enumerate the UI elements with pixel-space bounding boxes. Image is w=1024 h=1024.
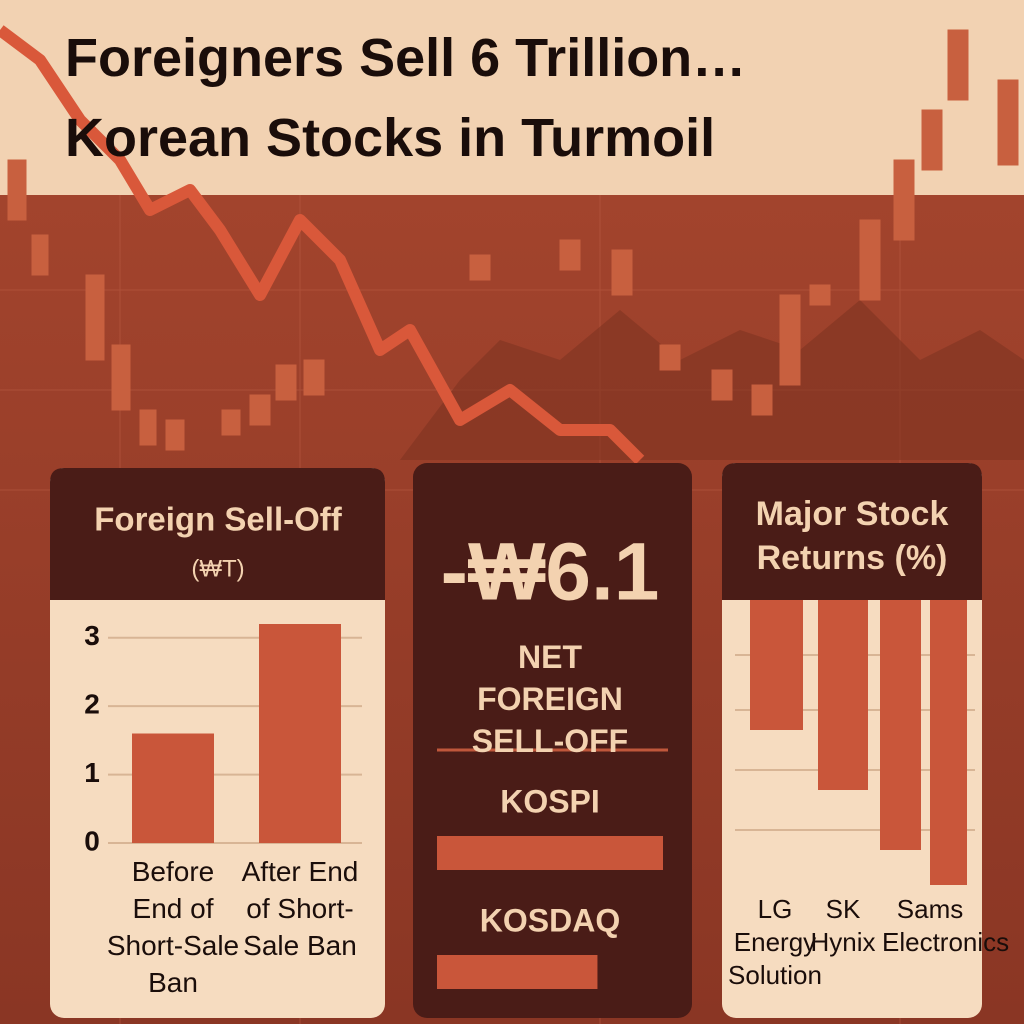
panel-middle — [413, 463, 692, 1018]
bar — [818, 600, 868, 790]
category-label: KOSPI — [500, 783, 600, 819]
bar — [259, 624, 341, 843]
y-tick-label: 0 — [84, 825, 100, 856]
bar — [750, 600, 803, 730]
x-tick-label: LG Energy Solution — [728, 894, 822, 990]
x-tick-label: SK Hynix — [810, 894, 876, 957]
panel-subtitle: (₩T) — [191, 555, 244, 582]
bg-candles — [7, 29, 1019, 451]
stat-value: -₩6.1 — [441, 527, 660, 618]
bar — [437, 836, 663, 870]
y-tick-label: 1 — [84, 757, 100, 788]
bar — [880, 600, 921, 850]
panel-title: Foreign Sell-Off — [94, 501, 343, 538]
title-band — [0, 0, 1024, 195]
panel-title: Major Stock Returns (%) — [755, 495, 949, 577]
y-tick-label: 2 — [84, 689, 100, 720]
bg-trend-line — [0, 25, 645, 465]
stat-label: NET FOREIGN SELL-OFF — [471, 639, 629, 759]
x-tick-label: After End of Short-Sale Ban — [241, 856, 359, 961]
x-tick-label: Before End of Short-Sale Ban — [106, 856, 240, 998]
bar — [930, 600, 967, 885]
page-title: Foreigners Sell 6 Trillion… Korean Stock… — [65, 28, 747, 168]
panel-right-header — [722, 463, 982, 600]
x-tick-label: Sams Electronics — [882, 894, 1010, 957]
panel-left — [50, 468, 385, 1018]
bar — [437, 955, 598, 989]
category-label: KOSDAQ — [480, 902, 620, 938]
bar — [132, 733, 214, 843]
panel-left-header — [50, 468, 385, 600]
y-tick-label: 3 — [84, 620, 100, 651]
